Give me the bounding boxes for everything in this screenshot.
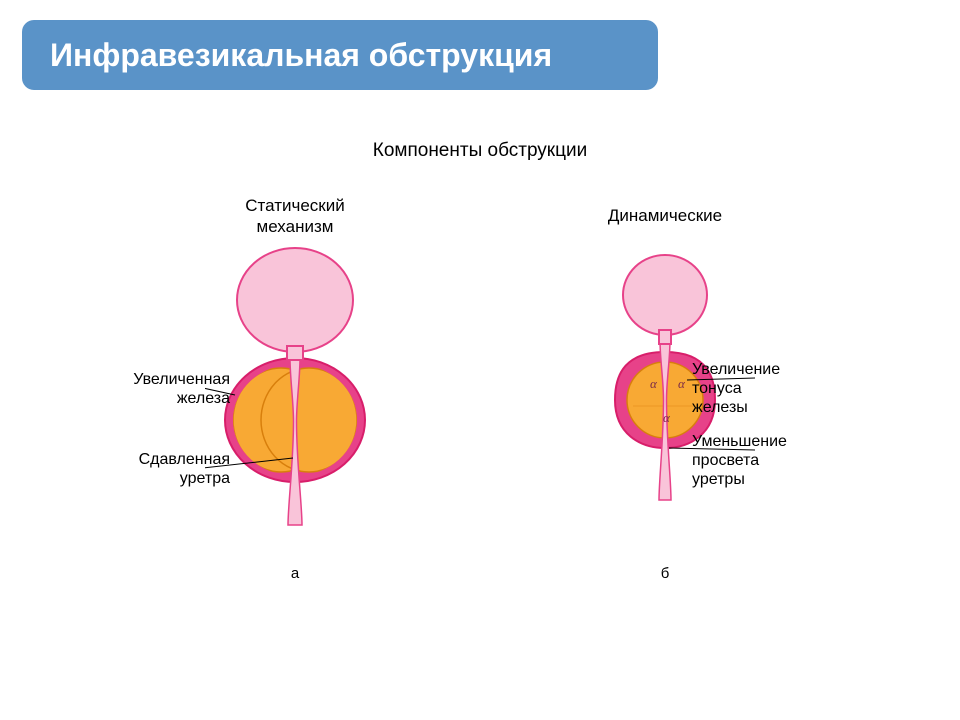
panel-dynamic: Динамические α α α Увеличение тонуса желез… bbox=[500, 192, 830, 582]
sub-a: а bbox=[130, 565, 460, 582]
diagram-caption: Компоненты обструкции bbox=[110, 140, 850, 162]
panels-row: Статический механизм Увеличенная железа … bbox=[110, 192, 850, 582]
heading-static: Статический механизм bbox=[130, 192, 460, 240]
diagram-static bbox=[205, 240, 385, 540]
svg-text:α: α bbox=[678, 376, 686, 391]
title-text: Инфравезикальная обструкция bbox=[50, 37, 552, 74]
heading-dynamic: Динамические bbox=[500, 192, 830, 240]
label-narrowed-lumen: Уменьшение просвета уретры bbox=[692, 432, 830, 490]
title-banner: Инфравезикальная обструкция bbox=[20, 18, 660, 92]
label-enlarged-gland: Увеличенная железа bbox=[120, 370, 230, 408]
svg-text:α: α bbox=[650, 376, 658, 391]
label-compressed-urethra: Сдавленная уретра bbox=[120, 450, 230, 488]
label-increased-tone: Увеличение тонуса железы bbox=[692, 360, 830, 418]
svg-text:α: α bbox=[663, 410, 671, 425]
sub-b: б bbox=[500, 565, 830, 582]
diagram-content: Компоненты обструкции Статический механи… bbox=[110, 140, 850, 582]
panel-static: Статический механизм Увеличенная железа … bbox=[130, 192, 460, 582]
